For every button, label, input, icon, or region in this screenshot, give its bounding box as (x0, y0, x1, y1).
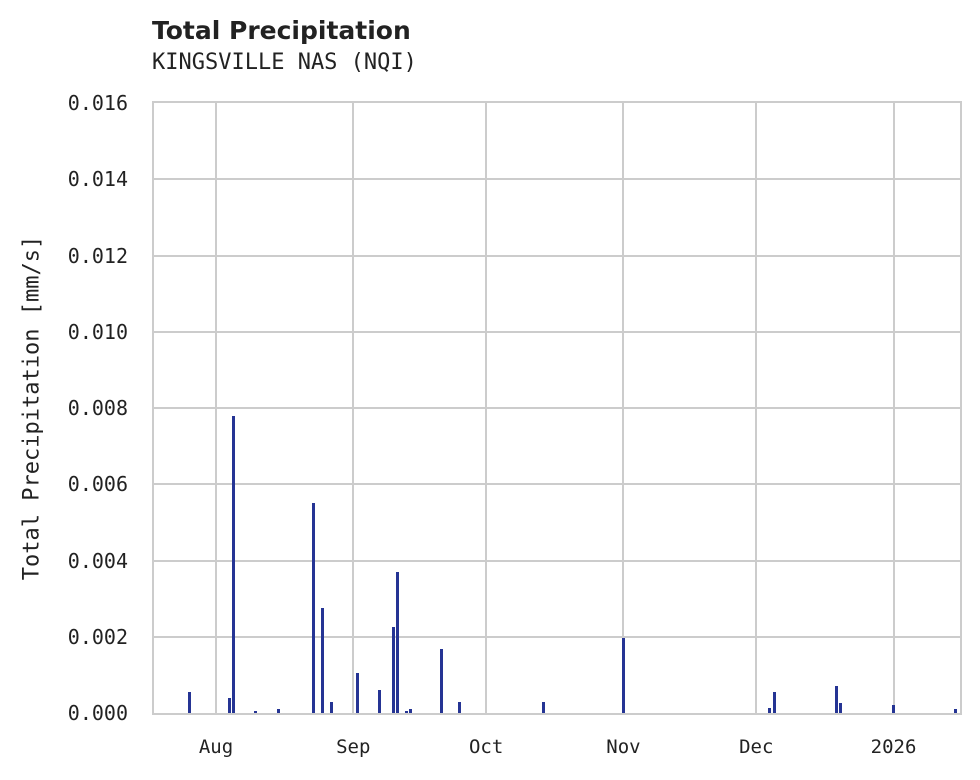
y-tick-label: 0.010 (67, 319, 128, 344)
precipitation-bar (838, 702, 842, 713)
precipitation-bar (187, 692, 191, 713)
h-gridline (154, 254, 960, 257)
y-tick-label: 0.014 (67, 167, 128, 192)
precipitation-bar (378, 690, 382, 713)
precipitation-bar (227, 697, 231, 713)
h-gridline (154, 407, 960, 409)
x-tick-label: Nov (606, 736, 641, 758)
x-tick-label: 2026 (870, 736, 917, 758)
precipitation-bar (276, 709, 280, 713)
y-tick-label: 0.004 (67, 548, 128, 573)
x-tick-label: Aug (198, 736, 234, 758)
v-gridline (352, 103, 355, 713)
precipitation-bar (772, 691, 776, 713)
v-gridline (892, 103, 895, 713)
v-gridline (215, 103, 217, 713)
y-tick-label: 0.008 (67, 396, 128, 420)
precipitation-bar (458, 702, 462, 713)
precipitation-bar (834, 686, 838, 713)
x-tick-label: Sep (336, 736, 371, 758)
precipitation-bar (391, 627, 395, 713)
precipitation-bar (232, 415, 236, 713)
precipitation-bar (954, 709, 958, 713)
precipitation-bar (396, 571, 400, 713)
v-gridline (485, 103, 488, 713)
x-tick-label: Dec (739, 736, 774, 758)
h-gridline (154, 483, 960, 486)
precipitation-bar (621, 637, 625, 713)
plot-area (152, 101, 962, 715)
precipitation-bar (254, 711, 258, 713)
y-tick-label: 0.002 (67, 624, 128, 649)
precipitation-bar (320, 608, 324, 713)
precipitation-bar (892, 705, 896, 713)
y-tick-label: 0.006 (67, 472, 128, 497)
x-tick-label: Oct (468, 736, 504, 758)
y-tick-label: 0.012 (67, 243, 128, 268)
h-gridline (154, 330, 960, 333)
y-tick-label: 0.000 (67, 701, 128, 725)
h-gridline (154, 635, 960, 638)
v-gridline (622, 103, 625, 713)
h-gridline (154, 178, 960, 181)
precipitation-bar (409, 709, 413, 713)
h-gridline (154, 559, 960, 562)
chart-title: Total Precipitation (152, 16, 411, 45)
precipitation-bar (356, 672, 360, 713)
precipitation-bar (542, 702, 546, 713)
precipitation-bar (311, 503, 315, 713)
precipitation-bar (329, 702, 333, 713)
precipitation-bar (768, 708, 772, 713)
chart-subtitle: KINGSVILLE NAS (NQI) (152, 50, 417, 75)
y-tick-label: 0.016 (67, 91, 128, 115)
precipitation-bar (404, 711, 408, 713)
precipitation-bar (440, 648, 444, 713)
v-gridline (755, 103, 758, 713)
